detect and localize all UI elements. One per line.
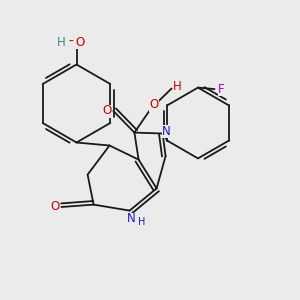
- Text: N: N: [162, 125, 171, 139]
- Text: H: H: [173, 80, 182, 94]
- Text: H: H: [57, 35, 66, 49]
- Text: N: N: [127, 212, 136, 226]
- Text: O: O: [50, 200, 59, 214]
- Text: -: -: [69, 35, 74, 49]
- Text: F: F: [218, 82, 224, 96]
- Text: O: O: [76, 35, 85, 49]
- Text: O: O: [149, 98, 158, 112]
- Text: H: H: [138, 217, 145, 227]
- Text: O: O: [102, 104, 111, 118]
